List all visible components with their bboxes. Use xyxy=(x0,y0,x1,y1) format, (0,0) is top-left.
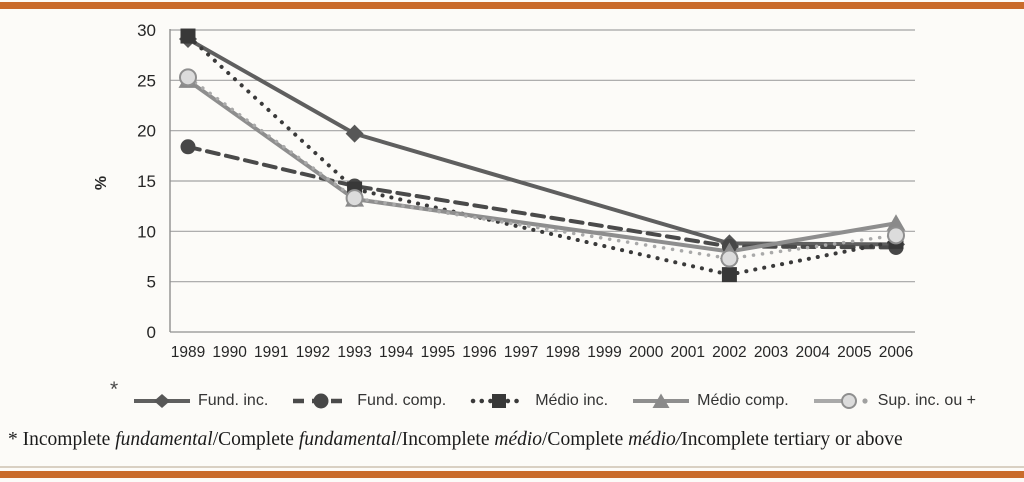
footnote-segment: /Incomplete xyxy=(396,429,495,450)
x-axis-tick-label: 1997 xyxy=(504,344,538,361)
legend-item-fund-inc: Fund. inc. xyxy=(133,392,268,410)
y-axis-tick-label: 30 xyxy=(137,21,156,40)
data-point-marker-square xyxy=(721,267,737,283)
legend-item-medio-comp: Médio comp. xyxy=(632,392,789,410)
x-axis-tick-label: 2006 xyxy=(879,344,913,361)
x-axis-tick-label: 1989 xyxy=(171,344,205,361)
y-axis-tick-label: 15 xyxy=(137,172,156,191)
legend-item-fund-comp: Fund. comp. xyxy=(292,392,446,410)
y-axis-tick-label: 20 xyxy=(137,122,156,141)
y-axis-title: % xyxy=(93,176,110,190)
series-line-Fund. comp. xyxy=(186,144,898,250)
series-line-Médio inc. xyxy=(186,34,898,277)
footnote-segment: /Complete xyxy=(542,429,629,450)
x-axis-tick-label: 1996 xyxy=(462,344,496,361)
legend-swatch-dashed-circle-icon xyxy=(293,393,350,409)
chart-legend: Fund. inc. Fund. comp. Médio inc. Médio … xyxy=(133,392,990,410)
x-axis-tick-label: 1994 xyxy=(379,344,414,361)
x-axis-tick-label: 1991 xyxy=(254,344,288,361)
legend-item-sup-inc: Sup. inc. ou + xyxy=(813,392,976,410)
x-axis-tick-label: 1998 xyxy=(546,344,580,361)
x-axis-tick-label: 1992 xyxy=(296,344,330,361)
bottom-thin-rule xyxy=(0,466,1024,468)
legend-item-medio-inc: Médio inc. xyxy=(470,392,608,410)
footnote-segment: fundamental xyxy=(298,429,397,450)
legend-swatch-solid-triangle-icon xyxy=(633,393,690,408)
chart-footnote: * Incomplete fundamental/Complete fundam… xyxy=(8,429,903,451)
legend-label: Fund. inc. xyxy=(198,392,269,409)
x-axis-tick-label: 2005 xyxy=(837,344,871,361)
footnote-segment: * Incomplete xyxy=(8,429,116,450)
footnote-segment: médio xyxy=(494,429,543,450)
x-axis-tick-label: 2002 xyxy=(712,344,746,361)
legend-label: Médio inc. xyxy=(535,392,609,409)
bottom-accent-bar xyxy=(0,471,1024,478)
data-point-marker-diamond xyxy=(345,124,364,143)
data-point-marker-circle-light xyxy=(179,68,197,87)
series-line-Médio comp. xyxy=(186,78,897,254)
series-line-Fund. inc. xyxy=(187,37,897,247)
legend-swatch-dotted-lightcircle-icon xyxy=(813,393,868,409)
x-axis-tick-label: 2001 xyxy=(671,344,705,361)
legend-label: Médio comp. xyxy=(697,392,789,409)
footnote-segment: médio/ xyxy=(628,429,682,450)
legend-asterisk: * xyxy=(110,378,119,401)
legend-swatch-solid-diamond-icon xyxy=(134,394,190,408)
data-point-marker-square xyxy=(180,28,196,44)
data-point-marker-circle-light xyxy=(720,249,739,268)
data-point-marker-circle-light xyxy=(887,226,905,245)
y-axis-tick-label: 0 xyxy=(147,323,156,342)
footnote-segment: Incomplete tertiary or above xyxy=(681,429,903,450)
x-axis-tick-label: 2003 xyxy=(754,344,788,361)
y-axis-tick-label: 10 xyxy=(137,222,156,241)
x-axis-tick-label: 2000 xyxy=(629,344,664,361)
top-accent-bar xyxy=(0,2,1024,9)
line-chart: 0 5 10 15 20 25 30% 1989 1990 1991 1992 1993 1994 199… xyxy=(93,21,915,361)
y-axis-tick-label: 5 xyxy=(147,273,156,292)
y-axis-tick-label: 25 xyxy=(137,71,156,90)
x-axis-tick-label: 1995 xyxy=(421,344,455,361)
data-point-marker-circle-light xyxy=(345,189,364,208)
legend-label: Fund. comp. xyxy=(357,392,447,409)
legend-label: Sup. inc. ou + xyxy=(877,392,977,409)
data-point-marker-circle xyxy=(180,139,196,155)
x-axis-tick-label: 1999 xyxy=(587,344,621,361)
footnote-segment: /Complete xyxy=(212,429,299,450)
x-axis-tick-label: 1993 xyxy=(337,344,371,361)
x-axis-tick-label: 1990 xyxy=(212,344,247,361)
footnote-segment: fundamental xyxy=(115,429,213,450)
legend-swatch-dotted-square-icon xyxy=(470,394,528,408)
x-axis-tick-label: 2004 xyxy=(795,344,830,361)
data-point-marker-triangle xyxy=(886,214,906,231)
